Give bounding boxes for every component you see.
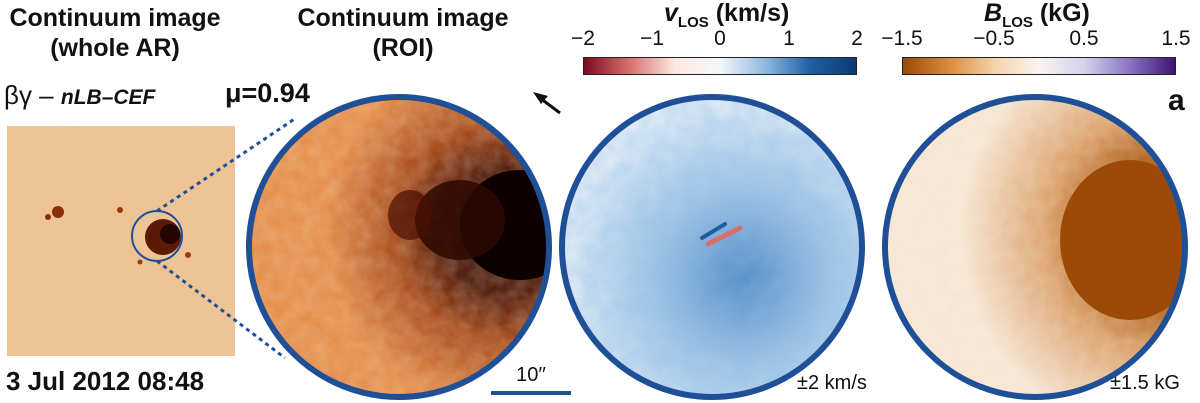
connector-top — [156, 116, 297, 213]
observation-date: 3 Jul 2012 08:48 — [6, 366, 205, 396]
vlos-range-note: ±2 km/s — [797, 372, 867, 394]
mu-label: μ=0.94 — [225, 78, 310, 108]
roi-header: Continuum image (ROI) — [248, 3, 558, 63]
scale-bar-label: 10′′ — [516, 364, 546, 386]
vlos-label-var: v — [664, 0, 678, 27]
whole-ar-header: Continuum image (whole AR) — [0, 3, 230, 63]
vlos-tick-4: 2 — [851, 27, 863, 50]
blos-tick-0: −1.5 — [881, 27, 923, 50]
vlos-colorbar-gradient — [583, 57, 857, 75]
roi-header-line1: Continuum image — [297, 4, 509, 32]
roi-continuum-ring — [246, 94, 552, 400]
blos-tick-3: 1.5 — [1161, 27, 1191, 50]
vlos-tick-1: −1 — [640, 27, 664, 50]
blos-label-var: B — [984, 0, 1003, 27]
blos-tick-2: 0.5 — [1069, 27, 1099, 50]
blos-colorbar: BLOS (kG) −1.5 −0.5 0.5 1.5 — [880, 0, 1200, 80]
panel-letter: a — [1168, 84, 1185, 117]
vlos-tick-3: 1 — [783, 27, 795, 50]
vlos-colorbar: vLOS (km/s) −2 −1 0 1 2 — [560, 0, 880, 80]
class-type: nLB–CEF — [60, 86, 156, 109]
whole-ar-header-line1: Continuum image — [9, 4, 221, 32]
blos-colorbar-gradient — [902, 57, 1176, 75]
vlos-tick-2: 0 — [714, 27, 726, 50]
blos-label: BLOS (kG) — [984, 0, 1090, 31]
class-prefix: βγ – — [4, 80, 61, 110]
roi-header-line2: (ROI) — [372, 34, 434, 62]
vlos-map-ring — [559, 94, 865, 400]
vlos-label: vLOS (km/s) — [664, 0, 789, 31]
vlos-map-image — [562, 97, 862, 397]
vlos-label-sub: LOS — [677, 14, 709, 31]
roi-continuum-image — [249, 97, 549, 397]
north-arrow-icon — [533, 92, 561, 115]
blos-map-image — [885, 97, 1185, 397]
classification-label: βγ – nLB–CEF — [4, 80, 155, 120]
connector-bottom — [156, 259, 286, 360]
blos-tick-1: −0.5 — [973, 27, 1015, 50]
vlos-tick-0: −2 — [571, 27, 595, 50]
blos-label-sub: LOS — [1002, 14, 1033, 31]
scale-bar — [491, 391, 571, 395]
blos-range-note: ±1.5 kG — [1110, 372, 1180, 394]
whole-ar-header-line2: (whole AR) — [50, 34, 180, 62]
whole-ar-image — [7, 126, 235, 356]
vlos-label-unit: (km/s) — [715, 0, 790, 27]
blos-map-ring — [882, 94, 1188, 400]
blos-label-unit: (kG) — [1039, 0, 1090, 27]
